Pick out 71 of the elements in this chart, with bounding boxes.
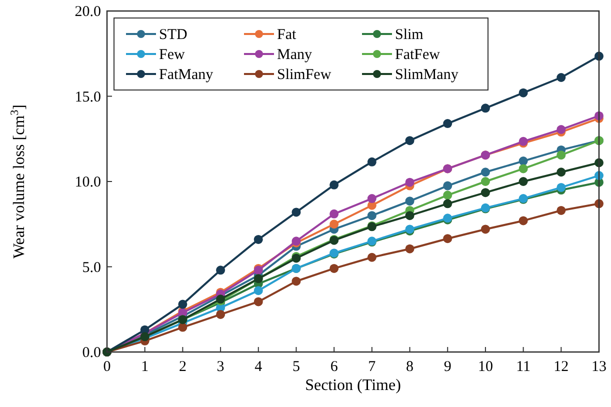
point [405, 196, 414, 206]
point [405, 178, 414, 187]
point [556, 150, 566, 160]
legend-label: Fat [277, 27, 297, 43]
x-tick-label: 11 [516, 359, 531, 375]
x-tick-label: 2 [178, 359, 186, 375]
legend-label: SlimFew [277, 67, 332, 83]
point [480, 177, 490, 186]
point [443, 234, 452, 244]
point [254, 286, 263, 296]
x-tick-label: 3 [216, 359, 224, 375]
point [216, 266, 226, 275]
point [480, 224, 490, 234]
legend-label: SlimMany [395, 67, 459, 83]
point [405, 211, 414, 220]
x-tick-label: 4 [254, 359, 263, 375]
x-axis-title: Section (Time) [305, 377, 401, 394]
x-tick-label: 13 [592, 359, 606, 375]
y-tick-label: 20.0 [74, 4, 101, 20]
point [443, 119, 452, 128]
x-tick-label: 0 [103, 359, 111, 375]
point [405, 136, 414, 146]
x-tick-label: 5 [292, 359, 300, 375]
legend-label: FatFew [395, 47, 440, 63]
point [480, 104, 490, 113]
point [330, 264, 339, 273]
point [518, 177, 528, 186]
point [518, 88, 528, 98]
y-tick-label: 0.0 [82, 345, 101, 361]
x-tick-label: 7 [368, 359, 376, 375]
point [480, 188, 490, 198]
point [254, 234, 263, 244]
point [518, 216, 528, 226]
point [556, 72, 566, 82]
point [367, 194, 376, 204]
point [518, 156, 528, 166]
point [480, 168, 490, 177]
point [556, 206, 566, 215]
point [443, 190, 452, 200]
point [405, 244, 414, 254]
y-tick-label: 5.0 [82, 260, 101, 276]
point [292, 276, 301, 286]
point [367, 157, 376, 166]
x-tick-label: 10 [478, 359, 493, 375]
legend-label: Few [159, 47, 185, 63]
point [367, 252, 376, 262]
point [367, 211, 376, 220]
point [556, 182, 566, 192]
point [216, 310, 226, 319]
point [443, 181, 452, 190]
point [556, 168, 566, 177]
point [330, 180, 339, 190]
point [292, 208, 301, 217]
x-tick-label: 12 [554, 359, 569, 375]
point [330, 220, 339, 229]
legend-label: FatMany [159, 67, 214, 83]
point [254, 297, 263, 306]
x-tick-label: 9 [444, 359, 452, 375]
point [178, 300, 188, 309]
point [330, 209, 339, 218]
point [443, 199, 452, 208]
legend-label: Slim [395, 27, 424, 43]
legend-label: Many [277, 47, 312, 63]
point [556, 124, 566, 134]
point [518, 164, 528, 174]
x-tick-label: 8 [406, 359, 414, 375]
x-tick-label: 1 [141, 359, 149, 375]
x-tick-label: 6 [330, 359, 338, 375]
legend-label: STD [159, 27, 188, 43]
y-tick-label: 10.0 [74, 174, 101, 190]
y-tick-label: 15.0 [74, 89, 101, 106]
